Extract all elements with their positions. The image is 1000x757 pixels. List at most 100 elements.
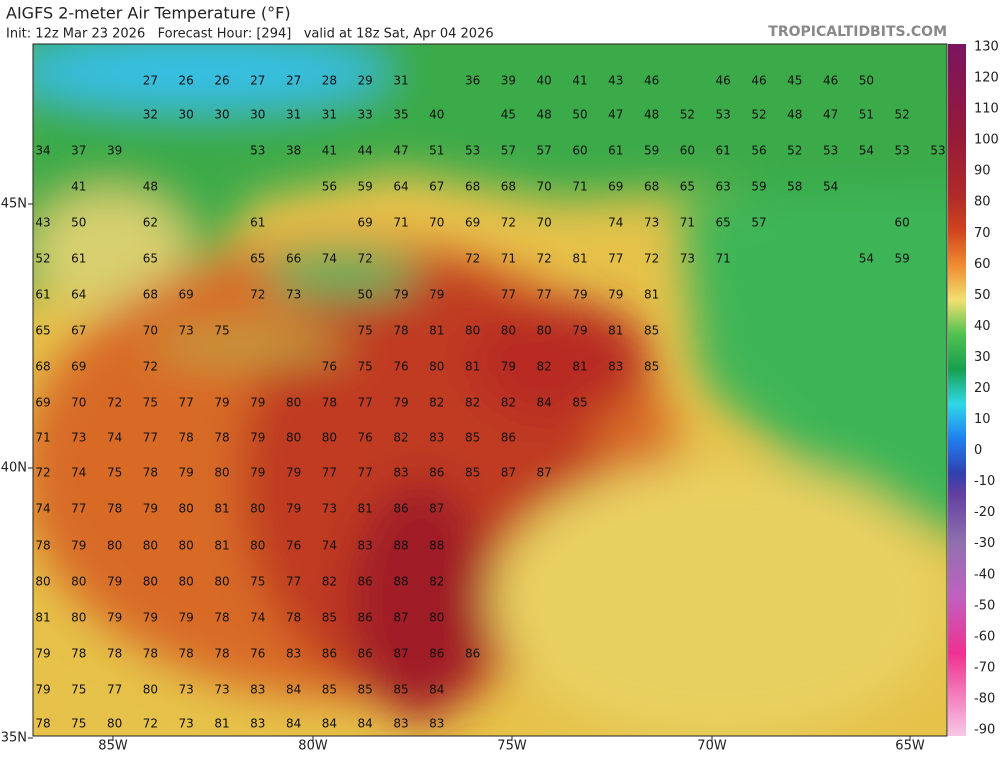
colorbar-label: -90 bbox=[974, 723, 995, 738]
temp-label: 69 bbox=[608, 180, 623, 194]
temp-label: 79 bbox=[71, 539, 86, 553]
temp-label: 79 bbox=[250, 431, 265, 445]
temp-label: 65 bbox=[143, 252, 158, 266]
temp-label: 71 bbox=[680, 216, 695, 230]
temp-label: 41 bbox=[71, 180, 86, 194]
temp-label: 69 bbox=[465, 216, 480, 230]
temp-label: 76 bbox=[286, 539, 301, 553]
temp-label: 78 bbox=[143, 647, 158, 661]
temp-label: 79 bbox=[250, 396, 265, 410]
temp-label: 78 bbox=[35, 717, 50, 731]
temp-label: 59 bbox=[358, 180, 373, 194]
temp-label: 31 bbox=[322, 108, 337, 122]
temp-label: 65 bbox=[680, 180, 695, 194]
temp-label: 74 bbox=[250, 611, 265, 625]
temp-label: 83 bbox=[393, 466, 408, 480]
temp-label: 51 bbox=[859, 108, 874, 122]
temp-label: 79 bbox=[393, 288, 408, 302]
temp-label: 73 bbox=[322, 502, 337, 516]
temp-label: 77 bbox=[179, 396, 194, 410]
temp-label: 27 bbox=[143, 74, 158, 88]
colorbar-label: 40 bbox=[974, 319, 991, 334]
temp-label: 72 bbox=[250, 288, 265, 302]
temp-label: 80 bbox=[71, 611, 86, 625]
temp-label: 77 bbox=[107, 683, 122, 697]
temp-label: 58 bbox=[787, 180, 802, 194]
temp-label: 66 bbox=[286, 252, 301, 266]
temp-label: 53 bbox=[716, 108, 731, 122]
temp-label: 65 bbox=[250, 252, 265, 266]
lon-label: 75W bbox=[497, 739, 527, 754]
colorbar-label: 0 bbox=[974, 443, 982, 458]
temp-label: 79 bbox=[143, 611, 158, 625]
temp-label: 88 bbox=[393, 575, 408, 589]
temp-label: 82 bbox=[322, 575, 337, 589]
temp-label: 64 bbox=[393, 180, 408, 194]
temp-label: 68 bbox=[644, 180, 659, 194]
temp-label: 52 bbox=[35, 252, 50, 266]
temp-label: 81 bbox=[358, 502, 373, 516]
temp-label: 36 bbox=[465, 74, 480, 88]
temp-label: 53 bbox=[823, 144, 838, 158]
temp-label: 26 bbox=[214, 74, 229, 88]
temp-label: 87 bbox=[537, 466, 552, 480]
temp-label: 50 bbox=[358, 288, 373, 302]
temp-label: 79 bbox=[429, 288, 444, 302]
temp-label: 39 bbox=[501, 74, 516, 88]
temp-label: 82 bbox=[465, 396, 480, 410]
temp-label: 80 bbox=[107, 717, 122, 731]
lon-label: 85W bbox=[98, 739, 128, 754]
temp-label: 48 bbox=[537, 108, 552, 122]
temp-label: 73 bbox=[179, 683, 194, 697]
temp-label: 80 bbox=[286, 431, 301, 445]
temp-label: 83 bbox=[250, 683, 265, 697]
temp-label: 82 bbox=[429, 575, 444, 589]
colorbar-label: -20 bbox=[974, 505, 995, 520]
temp-label: 69 bbox=[35, 396, 50, 410]
temp-label: 81 bbox=[608, 324, 623, 338]
temp-label: 65 bbox=[35, 324, 50, 338]
temp-label: 75 bbox=[358, 324, 373, 338]
temp-label: 81 bbox=[644, 288, 659, 302]
temp-label: 76 bbox=[322, 360, 337, 374]
temp-label: 77 bbox=[143, 431, 158, 445]
temp-label: 26 bbox=[179, 74, 194, 88]
temp-label: 31 bbox=[393, 74, 408, 88]
temp-label: 87 bbox=[393, 611, 408, 625]
temp-label: 53 bbox=[465, 144, 480, 158]
temp-label: 46 bbox=[751, 74, 766, 88]
temp-label: 78 bbox=[143, 466, 158, 480]
temp-label: 75 bbox=[214, 324, 229, 338]
colorbar-label: -60 bbox=[974, 629, 995, 644]
temp-label: 64 bbox=[71, 288, 86, 302]
temp-label: 83 bbox=[429, 431, 444, 445]
temp-label: 77 bbox=[608, 252, 623, 266]
temp-label: 75 bbox=[250, 575, 265, 589]
temp-label: 73 bbox=[179, 717, 194, 731]
temp-label: 57 bbox=[751, 216, 766, 230]
temp-label: 47 bbox=[393, 144, 408, 158]
lon-label: 65W bbox=[895, 739, 925, 754]
temp-label: 68 bbox=[501, 180, 516, 194]
temp-label: 56 bbox=[322, 180, 337, 194]
temp-label: 48 bbox=[787, 108, 802, 122]
temp-label: 39 bbox=[107, 144, 122, 158]
temp-label: 48 bbox=[143, 180, 158, 194]
temp-label: 53 bbox=[895, 144, 910, 158]
temp-label: 50 bbox=[71, 216, 86, 230]
temp-label: 85 bbox=[644, 360, 659, 374]
temp-label: 77 bbox=[71, 502, 86, 516]
temp-label: 71 bbox=[35, 431, 50, 445]
temp-label: 29 bbox=[358, 74, 373, 88]
temp-label: 83 bbox=[358, 539, 373, 553]
temp-label: 78 bbox=[322, 396, 337, 410]
temp-label: 46 bbox=[644, 74, 659, 88]
temp-label: 32 bbox=[143, 108, 158, 122]
temp-label: 79 bbox=[35, 683, 50, 697]
colorbar-label: 80 bbox=[974, 195, 991, 210]
lat-label: 40N bbox=[1, 461, 27, 476]
temp-label: 79 bbox=[107, 611, 122, 625]
temp-label: 38 bbox=[286, 144, 301, 158]
temp-label: 72 bbox=[501, 216, 516, 230]
